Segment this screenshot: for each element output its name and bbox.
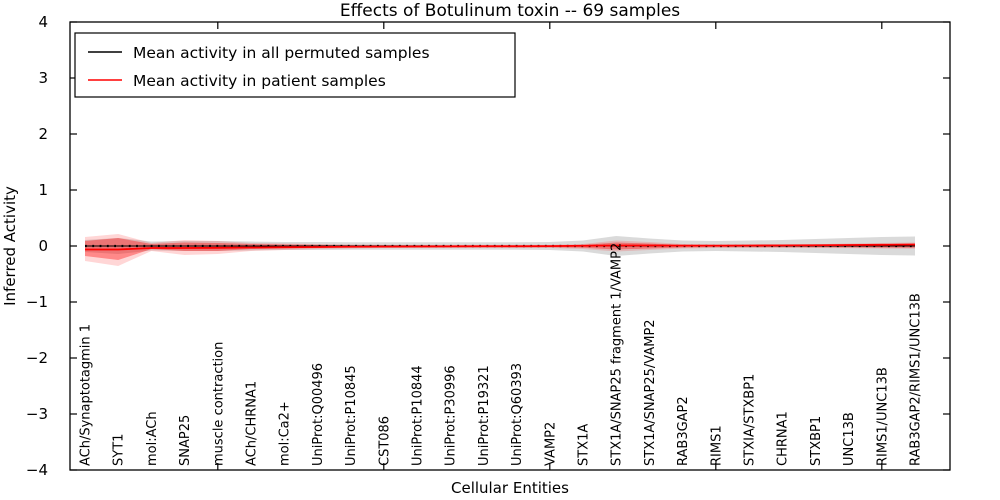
- x-axis-label: Cellular Entities: [451, 479, 569, 497]
- legend-label-permuted: Mean activity in all permuted samples: [133, 44, 430, 62]
- y-tick-label: −2: [26, 349, 48, 367]
- y-tick-label: 4: [38, 13, 48, 31]
- x-category-label: SNAP25: [178, 415, 193, 466]
- patient-samples-outer-band: [85, 234, 915, 266]
- x-category-label: ACh/Synaptotagmin 1: [79, 324, 94, 466]
- y-tick-label: 2: [38, 125, 48, 143]
- x-category-label: CST086: [377, 416, 392, 466]
- patient-samples-inner-band: [85, 237, 915, 260]
- y-tick-label: 0: [38, 237, 48, 255]
- x-category-label: UniProt:Q60393: [510, 363, 525, 466]
- x-category-label: UniProt:P30996: [444, 365, 459, 466]
- chart-title: Effects of Botulinum toxin -- 69 samples: [340, 1, 680, 21]
- x-category-label: UniProt:P10845: [344, 365, 359, 466]
- x-category-label: VAMP2: [543, 422, 558, 466]
- x-category-label: UniProt:P10844: [411, 365, 426, 466]
- x-category-label: STXIA/STXBP1: [743, 374, 758, 466]
- x-category-labels: ACh/Synaptotagmin 1 SYT1 mol:ACh SNAP25 musc…: [79, 243, 924, 466]
- y-tick-label: 1: [38, 181, 48, 199]
- x-category-label: RAB3GAP2/RIMS1/UNC13B: [909, 293, 924, 466]
- confidence-bands: [85, 234, 915, 266]
- x-category-label: RIMS1: [709, 425, 724, 466]
- y-tick-label: −4: [26, 461, 48, 479]
- x-category-label: RAB3GAP2: [676, 396, 691, 466]
- mean-lines: [85, 243, 916, 251]
- x-category-label: UNC13B: [842, 412, 857, 466]
- y-tick-label: 3: [38, 69, 48, 87]
- x-category-label: mol:Ca2+: [278, 401, 293, 466]
- x-category-label: ACh/CHRNA1: [245, 381, 260, 466]
- legend: Mean activity in all permuted samples Me…: [74, 32, 516, 98]
- y-tick-label: −1: [26, 293, 48, 311]
- y-axis-ticks: 4 3 2 1 0 −1 −2 −3 −4: [26, 13, 950, 479]
- x-category-label: STX1A: [577, 424, 592, 466]
- x-category-label: STX1A/SNAP25 fragment 1/VAMP2: [610, 243, 625, 466]
- x-category-label: RIMS1/UNC13B: [875, 367, 890, 466]
- y-axis-label: Inferred Activity: [1, 186, 19, 306]
- x-category-label: CHRNA1: [776, 411, 791, 466]
- x-category-label: SYT1: [112, 434, 127, 466]
- x-category-label: STX1A/SNAP25/VAMP2: [643, 319, 658, 466]
- x-category-label: mol:ACh: [145, 411, 160, 466]
- x-category-label: STXBP1: [809, 416, 824, 466]
- y-tick-label: −3: [26, 405, 48, 423]
- legend-label-patient: Mean activity in patient samples: [133, 72, 386, 90]
- x-axis-ticks: [217, 22, 883, 470]
- x-category-label: UniProt:Q00496: [311, 363, 326, 466]
- x-category-label: muscle contraction: [211, 342, 226, 466]
- legend-box: [74, 32, 516, 98]
- patient-mean-line: [85, 243, 916, 251]
- x-category-label: UniProt:P19321: [477, 365, 492, 466]
